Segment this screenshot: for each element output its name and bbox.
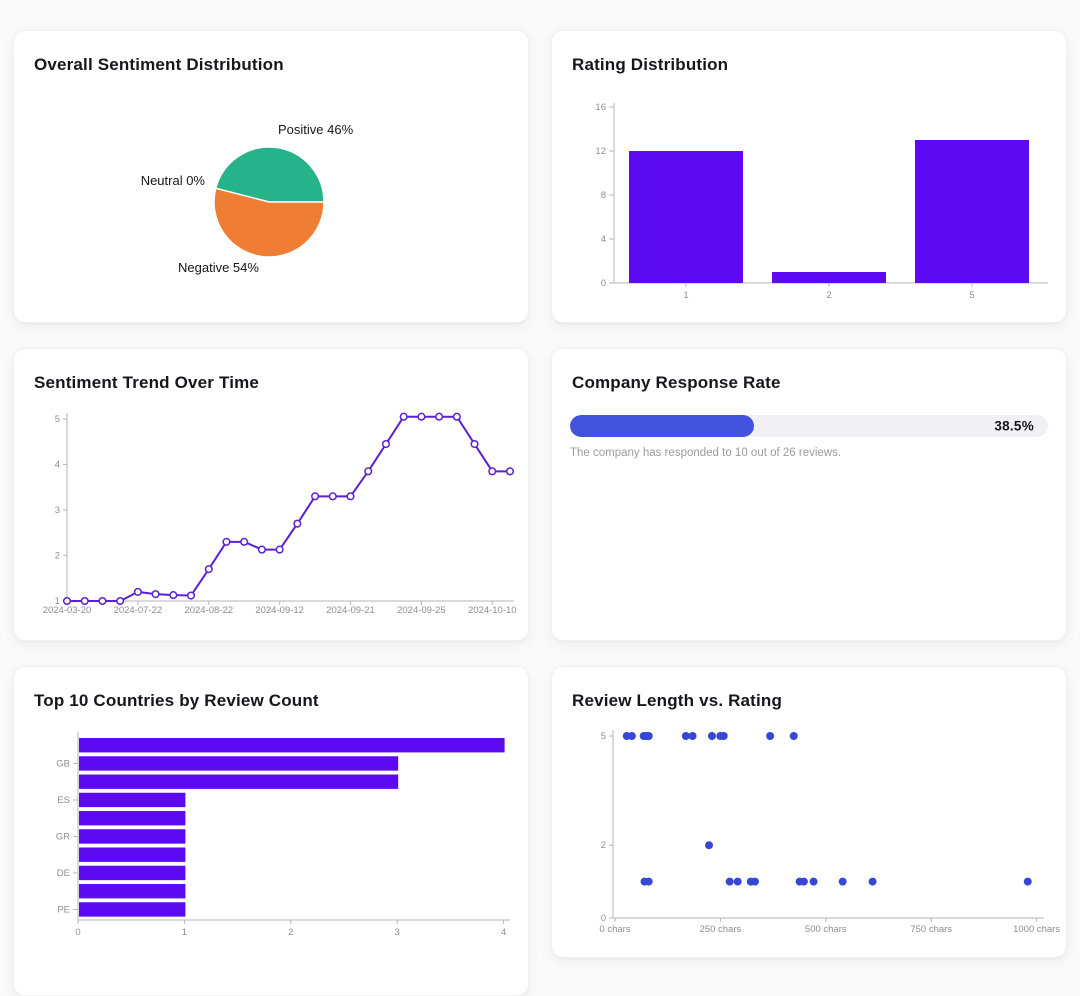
svg-text:2: 2 <box>826 290 831 301</box>
svg-text:2024-03-20: 2024-03-20 <box>43 605 92 616</box>
card-response-rate: Company Response Rate 38.5% The company … <box>551 348 1067 641</box>
card-title-length-vs-rating: Review Length vs. Rating <box>572 691 783 710</box>
svg-text:GB: GB <box>56 758 70 769</box>
svg-text:Negative 54%: Negative 54% <box>178 260 259 275</box>
svg-text:3: 3 <box>55 505 60 516</box>
rating-bar-chart: 0 4 8 12 16 1 2 5 <box>552 31 1066 322</box>
svg-text:0 chars: 0 chars <box>599 924 630 935</box>
svg-text:250 chars: 250 chars <box>700 924 742 935</box>
svg-text:ES: ES <box>57 795 70 806</box>
svg-text:8: 8 <box>601 190 606 201</box>
svg-text:4: 4 <box>501 927 506 938</box>
svg-text:2: 2 <box>288 927 293 938</box>
sentiment-pie-chart: Positive 46% Neutral 0% Negative 54% <box>14 31 528 322</box>
svg-text:2024-09-21: 2024-09-21 <box>326 605 375 616</box>
svg-text:4: 4 <box>55 460 60 471</box>
svg-text:2024-10-10: 2024-10-10 <box>468 605 517 616</box>
card-title-response-rate: Company Response Rate <box>572 373 781 392</box>
dashboard-grid: Overall Sentiment Distribution Positive … <box>13 30 1067 996</box>
svg-text:GR: GR <box>56 831 70 842</box>
card-rating-distribution: Rating Distribution 0 4 8 12 16 1 2 5 <box>551 30 1067 323</box>
svg-text:1000 chars: 1000 chars <box>1013 924 1060 935</box>
card-title-rating-distribution: Rating Distribution <box>572 55 729 74</box>
svg-text:2: 2 <box>55 551 60 562</box>
card-title-sentiment-trend: Sentiment Trend Over Time <box>34 373 260 392</box>
svg-text:0: 0 <box>75 927 80 938</box>
countries-hbar-chart: GB ES GR DE PE 0 1 2 3 4 <box>14 667 528 995</box>
svg-text:0: 0 <box>601 278 606 289</box>
svg-text:500 chars: 500 chars <box>805 924 847 935</box>
svg-text:4: 4 <box>601 234 606 245</box>
card-title-top-countries: Top 10 Countries by Review Count <box>34 691 319 710</box>
svg-text:2024-07-22: 2024-07-22 <box>114 605 163 616</box>
card-top-countries: Top 10 Countries by Review Count GB ES GR D… <box>13 666 529 996</box>
svg-text:2024-09-25: 2024-09-25 <box>397 605 446 616</box>
svg-text:2024-09-12: 2024-09-12 <box>255 605 304 616</box>
svg-text:12: 12 <box>595 146 606 157</box>
card-overall-sentiment: Overall Sentiment Distribution Positive … <box>13 30 529 323</box>
response-rate-progress-track: 38.5% <box>570 415 1048 437</box>
svg-text:1: 1 <box>55 596 60 607</box>
svg-text:5: 5 <box>601 731 606 742</box>
svg-text:2: 2 <box>601 840 606 851</box>
sentiment-trend-line-chart: 1 2 3 4 5 2024-03-20 2024-07-22 2024-08-22 2024-… <box>14 349 528 640</box>
svg-text:DE: DE <box>57 868 70 879</box>
svg-text:2024-08-22: 2024-08-22 <box>184 605 233 616</box>
svg-text:750 chars: 750 chars <box>910 924 952 935</box>
response-rate-caption: The company has responded to 10 out of 2… <box>570 447 842 459</box>
response-rate-percent-value: 38.5% <box>994 418 1034 434</box>
card-title-overall-sentiment: Overall Sentiment Distribution <box>34 55 284 74</box>
svg-text:5: 5 <box>969 290 974 301</box>
card-sentiment-trend: Sentiment Trend Over Time 1 2 3 4 5 2024-03-2… <box>13 348 529 641</box>
svg-text:PE: PE <box>57 904 70 915</box>
svg-text:1: 1 <box>683 290 688 301</box>
svg-text:0: 0 <box>601 913 606 924</box>
svg-text:1: 1 <box>182 927 187 938</box>
svg-text:3: 3 <box>395 927 400 938</box>
svg-text:5: 5 <box>55 414 60 425</box>
response-rate-progress-fill <box>570 415 755 437</box>
svg-text:Positive 46%: Positive 46% <box>278 122 354 137</box>
svg-text:16: 16 <box>595 102 606 113</box>
svg-text:Neutral 0%: Neutral 0% <box>141 173 206 188</box>
